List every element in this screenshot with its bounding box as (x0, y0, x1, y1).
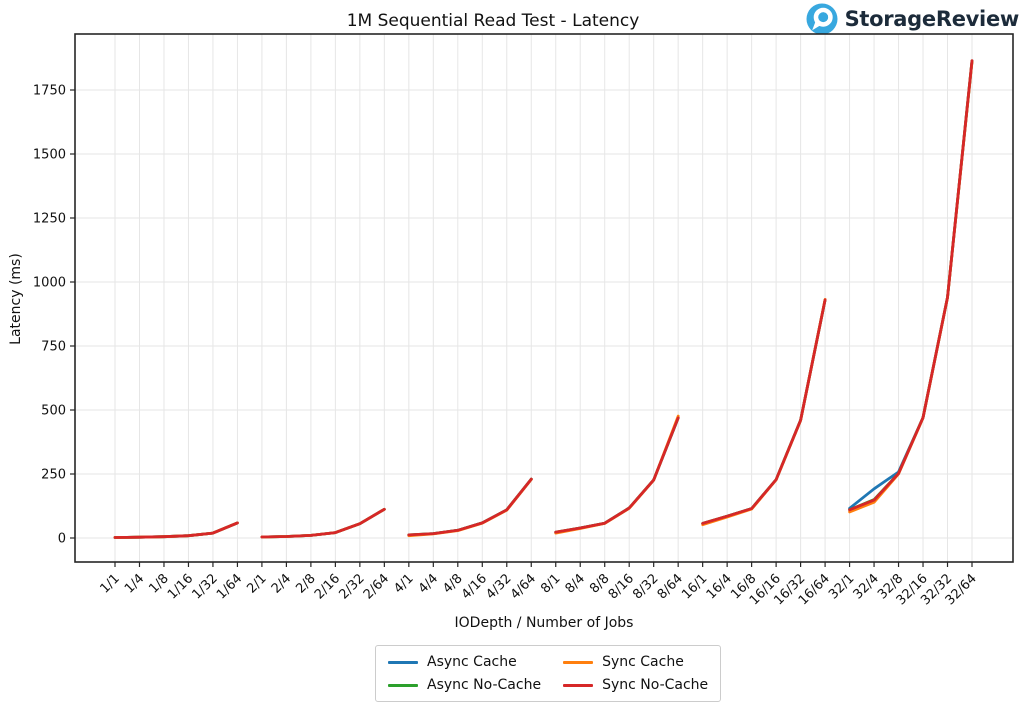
x-tick-label: 8/64 (655, 571, 686, 602)
legend-item-sync-cache: Sync Cache (563, 654, 708, 670)
y-tick-label: 1000 (33, 276, 66, 291)
series-line-sync-no-cache (260, 507, 386, 539)
series-line-async-cache (848, 59, 974, 510)
x-tick-label: 4/4 (416, 571, 441, 596)
x-tick-label: 32/1 (826, 571, 857, 602)
y-tick-label: 750 (41, 340, 66, 355)
x-tick-label: 2/4 (269, 571, 294, 596)
x-axis-label: IODepth / Number of Jobs (454, 615, 634, 631)
series-line-sync-no-cache (848, 59, 974, 512)
brand-text: StorageReview (844, 7, 1020, 31)
legend-item-sync-no-cache: Sync No-Cache (563, 677, 708, 693)
storagereview-icon (806, 3, 838, 35)
y-axis-label: Latency (ms) (7, 253, 24, 345)
y-tick-label: 500 (41, 404, 66, 419)
x-tick-label: 8/16 (606, 571, 637, 602)
series-line-sync-no-cache (554, 416, 680, 534)
legend-label: Async Cache (427, 654, 517, 670)
x-tick-label: 2/64 (361, 571, 392, 602)
x-tick-label: 2/16 (312, 571, 343, 602)
x-tick-label: 1/64 (214, 571, 245, 602)
legend: Async Cache Async No-Cache Sync Cache Sync … (375, 645, 722, 702)
series-line-sync-cache (701, 297, 827, 527)
storagereview-logo: StorageReview (806, 3, 1019, 35)
legend-swatch (563, 683, 594, 687)
x-tick-label: 2/32 (336, 571, 367, 602)
x-tick-label: 1/1 (97, 571, 122, 596)
legend-label: Sync Cache (602, 654, 684, 670)
legend-swatch (388, 683, 418, 687)
chart-title: 1M Sequential Read Test - Latency (346, 11, 640, 31)
x-tick-label: 1/4 (122, 571, 147, 596)
x-tick-label: 8/32 (630, 571, 661, 602)
series-line-sync-no-cache (407, 477, 533, 537)
series-line-sync-no-cache (113, 521, 239, 539)
x-tick-label: 8/1 (538, 571, 563, 596)
y-tick-label: 0 (58, 532, 66, 547)
y-tick-label: 1500 (33, 148, 66, 163)
x-tick-label: 8/4 (563, 571, 588, 596)
x-tick-label: 4/16 (459, 571, 490, 602)
legend-item-async-cache: Async Cache (388, 654, 541, 670)
y-tick-label: 1750 (33, 84, 66, 99)
y-tick-label: 250 (41, 468, 66, 483)
plot-border (74, 33, 1014, 563)
x-tick-label: 4/32 (483, 571, 514, 602)
legend-item-async-no-cache: Async No-Cache (388, 677, 541, 693)
series-line-sync-no-cache (701, 298, 827, 525)
legend-swatch (388, 660, 418, 664)
x-tick-label: 16/4 (704, 571, 735, 602)
x-tick-label: 16/1 (679, 571, 710, 602)
x-tick-label: 1/32 (190, 571, 221, 602)
y-tick-label: 1250 (33, 212, 66, 227)
x-tick-label: 2/1 (244, 571, 269, 596)
legend-label: Sync No-Cache (602, 677, 709, 693)
legend-label: Async No-Cache (427, 677, 542, 693)
series-line-async-cache (701, 298, 827, 526)
legend-swatch (563, 660, 594, 664)
x-tick-label: 1/16 (165, 571, 196, 602)
x-tick-label: 4/1 (391, 571, 416, 596)
x-tick-label: 32/4 (851, 571, 882, 602)
series-line-async-no-cache (701, 298, 827, 525)
x-tick-label: 4/64 (508, 571, 539, 602)
